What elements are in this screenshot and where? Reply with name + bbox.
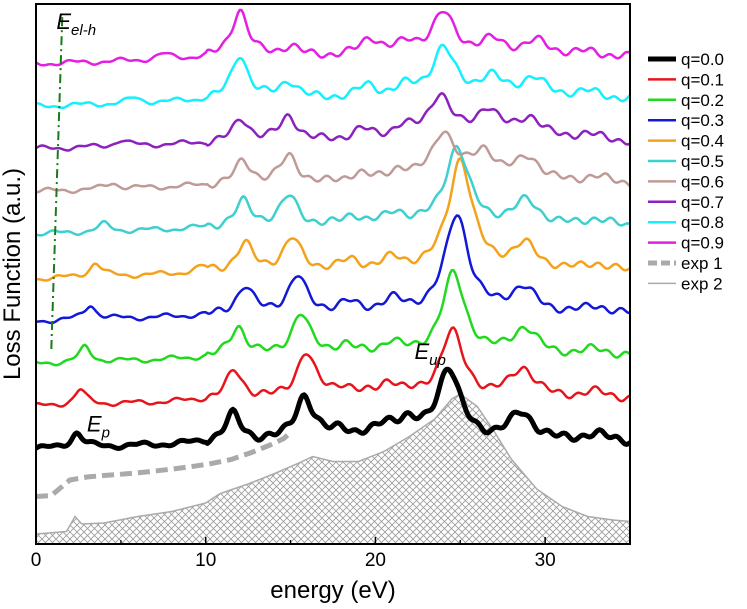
legend-label-q-0-6: q=0.6 bbox=[681, 172, 724, 191]
annotation-e-up: Eup bbox=[414, 339, 445, 369]
legend-label-q-0-4: q=0.4 bbox=[681, 132, 724, 151]
series-exp-1-line bbox=[36, 430, 293, 499]
y-axis-label: Loss Function (a.u.) bbox=[0, 168, 26, 380]
legend-label-q-0-7: q=0.7 bbox=[681, 193, 724, 212]
x-tick-label-0: 0 bbox=[31, 550, 42, 571]
x-axis: 0 10 20 30 bbox=[31, 537, 556, 571]
x-tick-label-30: 30 bbox=[535, 550, 556, 571]
x-axis-label: energy (eV) bbox=[270, 577, 395, 604]
legend-label-q-0-5: q=0.5 bbox=[681, 152, 724, 171]
legend-label-q-0-3: q=0.3 bbox=[681, 111, 724, 130]
series-exp-2-fill bbox=[36, 394, 630, 544]
series-q-0-7-line bbox=[36, 92, 630, 152]
x-tick-label-10: 10 bbox=[195, 550, 216, 571]
legend-label-q-0-1: q=0.1 bbox=[681, 70, 724, 89]
legend-label-exp-2: exp 2 bbox=[681, 274, 723, 293]
series-q-0-2-line bbox=[36, 268, 630, 367]
plot-frame bbox=[35, 3, 631, 545]
series-q-0-3-line bbox=[36, 214, 630, 325]
series-q-0-5-line bbox=[36, 144, 630, 237]
series-q-0-6-line bbox=[36, 130, 630, 195]
x-tick-label-20: 20 bbox=[365, 550, 386, 571]
legend: q=0.0q=0.1 q=0.2q=0.3 q=0.4q=0.5q=0.6 q=0.7… bbox=[648, 50, 724, 293]
annotations: Eel-h Ep Eup bbox=[56, 9, 445, 442]
legend-label-q-0-0: q=0.0 bbox=[681, 50, 724, 69]
series-q-0-9-line bbox=[36, 8, 630, 67]
legend-label-q-0-8: q=0.8 bbox=[681, 213, 724, 232]
series-exp-2-line bbox=[36, 393, 630, 535]
legend-label-exp-1: exp 1 bbox=[681, 254, 723, 273]
annotation-e-el-h: Eel-h bbox=[56, 9, 96, 39]
eelh-guide-line bbox=[50, 16, 64, 350]
series-q-0-1-line bbox=[36, 326, 630, 408]
annotation-e-p: Ep bbox=[87, 412, 110, 442]
legend-label-q-0-9: q=0.9 bbox=[681, 234, 724, 253]
legend-label-q-0-2: q=0.2 bbox=[681, 91, 724, 110]
series-layer bbox=[36, 8, 630, 544]
series-q-0-0-line bbox=[36, 366, 630, 451]
series-q-0-4-line bbox=[36, 156, 630, 282]
series-q-0-8-line bbox=[36, 43, 630, 110]
